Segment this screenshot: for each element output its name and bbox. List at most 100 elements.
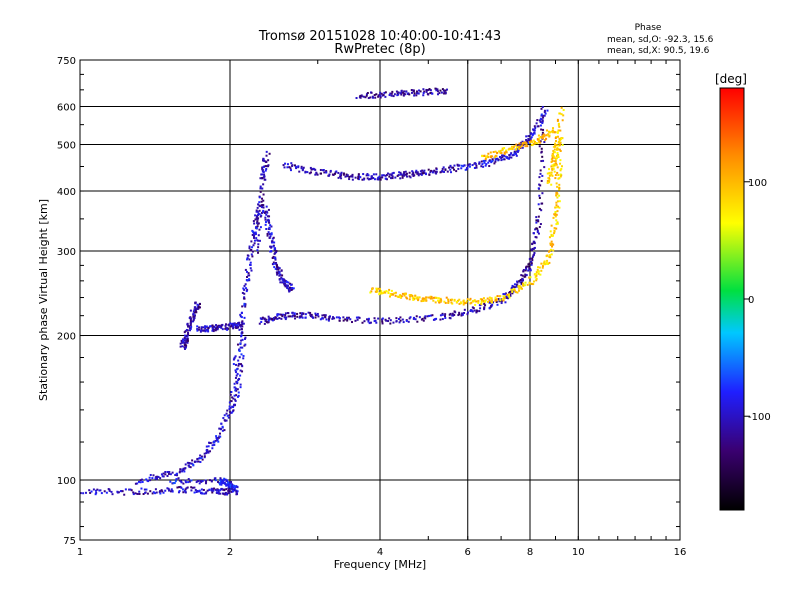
data-point: [545, 134, 548, 137]
data-point: [271, 319, 274, 322]
data-point: [484, 159, 487, 162]
data-point: [541, 155, 544, 158]
data-point: [261, 168, 264, 171]
data-point: [554, 131, 557, 134]
data-point: [304, 313, 307, 316]
data-point: [236, 372, 239, 375]
data-point: [258, 201, 261, 204]
data-point: [399, 316, 402, 319]
data-point: [516, 150, 519, 153]
data-point: [372, 96, 375, 99]
data-point: [553, 230, 556, 233]
data-point: [219, 489, 222, 492]
data-point: [284, 313, 287, 316]
data-point: [231, 396, 234, 399]
data-point: [439, 314, 442, 317]
data-point: [236, 324, 239, 327]
data-point: [132, 493, 135, 496]
data-point: [556, 200, 559, 203]
data-point: [539, 140, 542, 143]
data-point: [402, 172, 405, 175]
data-point: [90, 490, 93, 493]
data-point: [171, 482, 174, 485]
data-point: [193, 311, 196, 314]
data-point: [371, 288, 374, 291]
data-point: [438, 301, 441, 304]
data-point: [559, 169, 562, 172]
data-point: [379, 96, 382, 99]
data-point: [388, 94, 391, 97]
data-point: [448, 166, 451, 169]
data-point: [263, 211, 266, 214]
data-point: [246, 270, 249, 273]
data-point: [340, 171, 343, 174]
data-point: [555, 182, 558, 185]
data-point: [221, 328, 224, 331]
data-point: [542, 134, 545, 137]
data-point: [532, 247, 535, 250]
data-point: [219, 492, 222, 495]
data-point: [431, 314, 434, 317]
data-point: [499, 299, 502, 302]
data-point: [246, 257, 249, 260]
data-point: [228, 414, 231, 417]
data-point: [247, 272, 250, 275]
data-point: [257, 222, 260, 225]
data-point: [411, 89, 414, 92]
data-point: [401, 176, 404, 179]
data-point: [388, 295, 391, 298]
data-point: [257, 239, 260, 242]
data-point: [236, 490, 239, 493]
data-point: [267, 231, 270, 234]
data-point: [297, 166, 300, 169]
data-point: [441, 167, 444, 170]
data-point: [554, 174, 557, 177]
data-point: [548, 168, 551, 171]
data-point: [132, 491, 135, 494]
data-point: [434, 170, 437, 173]
data-point: [256, 249, 259, 252]
data-point: [229, 482, 232, 485]
data-point: [134, 492, 137, 495]
data-point: [452, 166, 455, 169]
data-point: [390, 174, 393, 177]
data-point: [331, 317, 334, 320]
data-point: [399, 177, 402, 180]
data-point: [386, 172, 389, 175]
data-point: [523, 141, 526, 144]
data-point: [456, 163, 459, 166]
data-point: [525, 135, 528, 138]
data-point: [219, 482, 222, 485]
data-point: [327, 174, 330, 177]
data-point: [239, 374, 242, 377]
data-point: [387, 320, 390, 323]
data-point: [462, 303, 465, 306]
data-point: [134, 482, 137, 485]
data-point: [534, 273, 537, 276]
data-point: [195, 481, 198, 484]
data-point: [190, 489, 193, 492]
data-point: [558, 188, 561, 191]
data-point: [243, 304, 246, 307]
data-point: [103, 490, 106, 493]
data-point: [553, 151, 556, 154]
data-point: [183, 342, 186, 345]
data-point: [290, 288, 293, 291]
data-point: [253, 232, 256, 235]
data-point: [246, 254, 249, 257]
data-point: [458, 311, 461, 314]
data-point: [255, 210, 258, 213]
data-point: [272, 236, 275, 239]
data-point: [294, 165, 297, 168]
data-point: [80, 492, 82, 495]
data-point: [263, 159, 266, 162]
data-point: [555, 206, 558, 209]
data-point: [365, 94, 368, 97]
data-point: [240, 311, 243, 314]
data-point: [413, 94, 416, 97]
data-point: [149, 490, 152, 493]
data-point: [192, 312, 195, 315]
data-point: [561, 119, 564, 122]
data-point: [405, 319, 408, 322]
data-point: [558, 200, 561, 203]
